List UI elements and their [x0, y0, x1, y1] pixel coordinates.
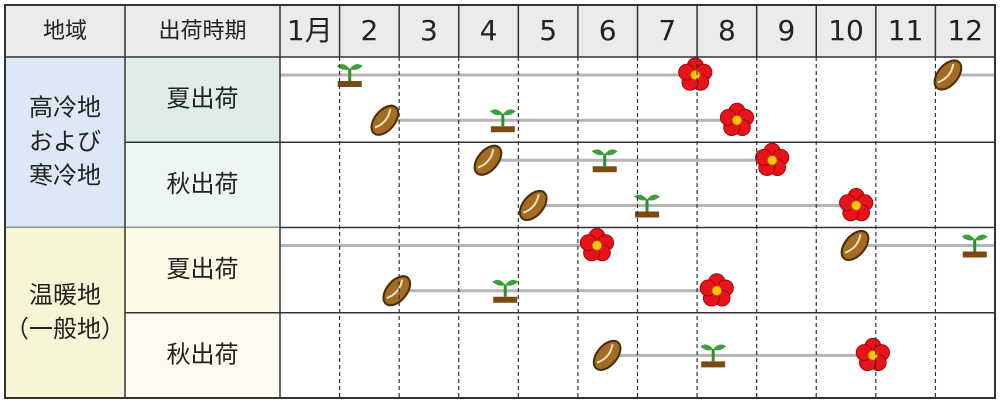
month-label: 8 [718, 14, 736, 47]
season-label: 夏出荷 [167, 85, 239, 113]
month-label: 9 [778, 14, 796, 47]
region-label: および [29, 127, 101, 155]
flower-icon [678, 57, 713, 91]
region-label: 温暖地 [29, 281, 101, 309]
month-label: 3 [420, 14, 438, 47]
month-label: 2 [360, 14, 378, 47]
header-region: 地域 [43, 19, 87, 44]
season-label: 秋出荷 [167, 170, 239, 198]
region-bg [5, 57, 125, 228]
season-bg [125, 57, 280, 143]
month-label: 1月 [287, 14, 333, 47]
month-label: 6 [599, 14, 617, 47]
flower-icon [855, 337, 890, 372]
season-bg [125, 142, 280, 228]
marks [280, 54, 995, 376]
region-bg [5, 227, 125, 398]
flower-icon [755, 142, 790, 177]
header-bg [5, 5, 995, 57]
header-season: 出荷時期 [158, 19, 246, 44]
season-label: 夏出荷 [167, 255, 239, 283]
month-label: 5 [539, 14, 557, 47]
flower-icon [699, 273, 734, 307]
month-label: 12 [947, 14, 983, 47]
frame [4, 4, 996, 399]
season-bg [125, 227, 280, 313]
flower-icon [839, 188, 874, 222]
flower-icon [719, 102, 755, 137]
month-label: 7 [658, 14, 676, 47]
season-bg [125, 312, 280, 398]
region-label: 寒冷地 [29, 161, 101, 189]
region-label: （一般地） [5, 315, 125, 343]
month-label: 4 [480, 14, 498, 47]
flower-icon [579, 228, 615, 262]
season-label: 秋出荷 [167, 340, 239, 368]
month-label: 10 [828, 14, 864, 47]
region-label: 高冷地 [29, 93, 101, 121]
month-label: 11 [888, 14, 924, 47]
